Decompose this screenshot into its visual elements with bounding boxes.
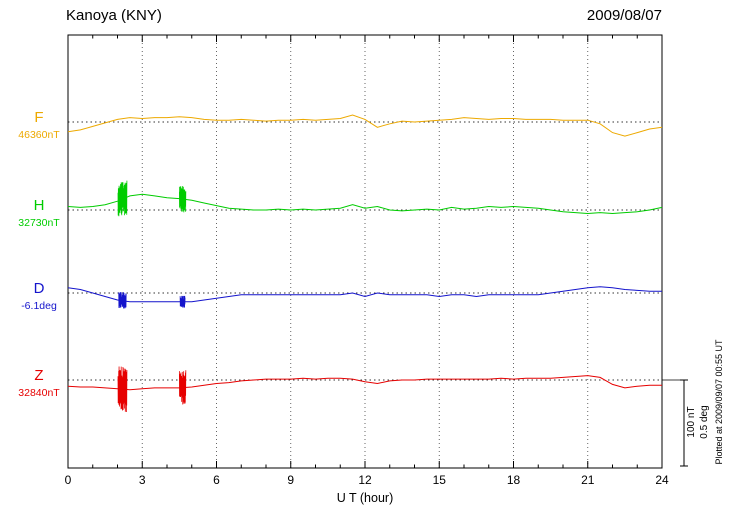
noise-burst-Z bbox=[117, 366, 128, 413]
station-title: Kanoya (KNY) bbox=[66, 7, 162, 24]
trace-Z bbox=[67, 375, 662, 391]
scalebar-label: 100 nT 0.5 deg bbox=[685, 378, 711, 466]
noise-burst-D bbox=[118, 292, 127, 309]
scalebar-bottom-label: 0.5 deg bbox=[699, 405, 710, 439]
noise-burst-H bbox=[178, 186, 187, 213]
plot-date: 2009/08/07 bbox=[586, 7, 662, 24]
trace-D bbox=[67, 286, 662, 303]
noise-burst-D bbox=[179, 295, 186, 308]
noise-burst-H bbox=[117, 180, 128, 217]
scalebar-top-label: 100 nT bbox=[686, 406, 697, 438]
plotted-at-note: Plotted at 2009/09/07 00:55 UT bbox=[714, 339, 724, 465]
noise-burst-Z bbox=[178, 370, 187, 405]
x-axis-label: U T (hour) bbox=[336, 491, 394, 505]
trace-F bbox=[67, 114, 663, 137]
trace-H bbox=[67, 193, 663, 215]
